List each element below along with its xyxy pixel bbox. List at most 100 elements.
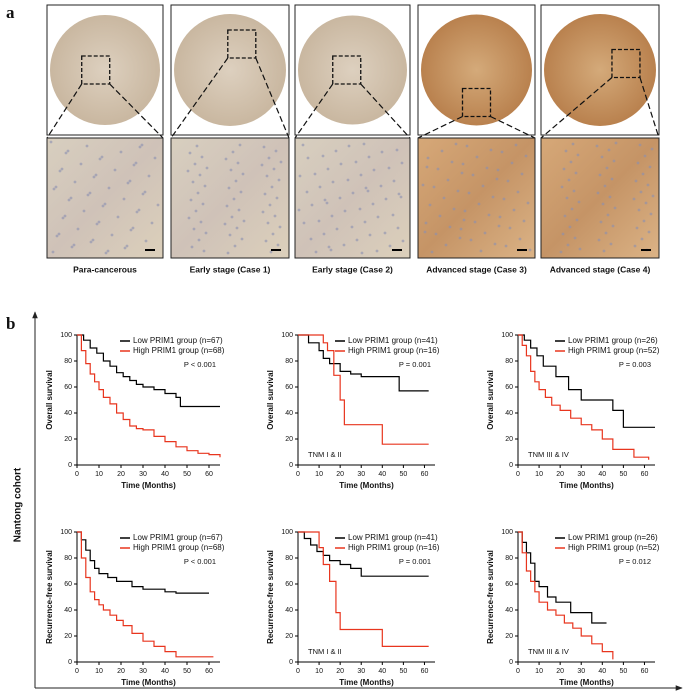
nucleus: [326, 167, 330, 171]
image-caption: Early stage (Case 1): [190, 264, 271, 274]
zoom-image: [46, 137, 164, 259]
nucleus: [55, 234, 59, 238]
legend-label: Low PRIM1 group (n=67): [133, 533, 223, 542]
nucleus: [273, 214, 277, 218]
p-value: P < 0.001: [184, 360, 216, 369]
nucleus: [366, 189, 370, 193]
nucleus: [388, 244, 392, 248]
survival-curve: [298, 334, 429, 392]
y-tick-label: 60: [285, 384, 293, 391]
zoom-box: [332, 55, 362, 85]
panel-label: b: [6, 314, 15, 333]
y-tick-label: 40: [505, 410, 513, 417]
y-tick-label: 20: [285, 436, 293, 443]
nucleus: [113, 168, 117, 172]
survival-curve: [518, 334, 650, 460]
nucleus: [508, 226, 512, 230]
nucleus: [569, 160, 573, 164]
legend-label: Low PRIM1 group (n=67): [133, 336, 223, 345]
x-tick-label: 60: [641, 471, 649, 478]
nucleus: [481, 184, 485, 188]
nucleus: [426, 156, 430, 160]
nucleus: [376, 215, 380, 219]
y-axis-label: Recurrence-free survival: [486, 550, 495, 644]
nucleus: [70, 245, 74, 249]
nucleus: [241, 172, 245, 176]
zoom-box: [81, 55, 111, 85]
zoom-image: [170, 137, 290, 259]
subgroup: TNM III & IV: [528, 450, 569, 459]
nucleus: [342, 243, 346, 247]
nucleus: [302, 221, 306, 225]
nucleus: [399, 195, 403, 199]
y-axis-label: Overall survival: [45, 370, 54, 430]
nucleus: [650, 147, 654, 151]
nucleus: [226, 251, 230, 255]
nucleus: [325, 201, 329, 205]
x-tick-label: 50: [183, 668, 191, 675]
x-tick-label: 40: [161, 668, 169, 675]
nucleus: [603, 184, 607, 188]
y-tick-label: 60: [64, 384, 72, 391]
nucleus: [512, 208, 516, 212]
nucleus: [156, 203, 160, 207]
nucleus: [86, 193, 90, 197]
nucleus: [267, 156, 271, 160]
y-tick-label: 40: [285, 410, 293, 417]
nucleus: [309, 237, 313, 241]
zoom-line: [490, 115, 536, 139]
nucleus: [460, 171, 464, 175]
nucleus: [641, 172, 645, 176]
nucleus: [331, 180, 335, 184]
nucleus: [611, 224, 615, 228]
y-tick-label: 60: [64, 581, 72, 588]
nucleus: [520, 172, 524, 176]
nucleus: [573, 236, 577, 240]
nucleus: [642, 219, 646, 223]
nucleus: [563, 214, 567, 218]
nucleus: [147, 174, 151, 178]
nucleus: [633, 244, 637, 248]
km-chart: 0 20 40 60 80 100 0 10 20 30 40 50 60 Time (Months) Ov…: [266, 332, 440, 490]
nucleus: [364, 186, 368, 190]
nucleus: [485, 166, 489, 170]
nucleus: [98, 157, 102, 161]
nucleus: [144, 239, 148, 243]
nucleus: [203, 184, 207, 188]
y-tick-label: 20: [505, 633, 513, 640]
nucleus: [204, 231, 208, 235]
nucleus: [89, 240, 93, 244]
x-tick-label: 0: [516, 471, 520, 478]
nucleus: [262, 145, 266, 149]
zoom-line: [540, 77, 613, 139]
nucleus: [317, 219, 321, 223]
nucleus: [186, 169, 190, 173]
y-tick-label: 100: [281, 332, 293, 339]
nucleus: [237, 208, 241, 212]
x-axis-label: Time (Months): [559, 481, 614, 490]
tma-core: [298, 15, 407, 125]
y-tick-label: 100: [281, 529, 293, 536]
nucleus: [225, 204, 229, 208]
survival-curve: [518, 531, 607, 624]
nucleus: [242, 219, 246, 223]
nucleus: [198, 173, 202, 177]
nucleus: [636, 161, 640, 165]
nucleus: [461, 162, 465, 166]
nucleus: [330, 214, 334, 218]
zoom-image: [540, 137, 660, 259]
cohort-label: Nantong cohort: [13, 467, 24, 542]
x-axis-label: Time (Months): [559, 678, 614, 687]
y-tick-label: 80: [505, 358, 513, 365]
nucleus: [504, 244, 508, 248]
nucleus: [428, 203, 432, 207]
nucleus: [329, 248, 333, 252]
y-tick-label: 0: [68, 462, 72, 469]
km-chart: 0 20 40 60 80 100 0 10 20 30 40 50 60 Time (Months) Re…: [266, 529, 440, 687]
nucleus: [648, 165, 652, 169]
legend-label: High PRIM1 group (n=68): [133, 543, 225, 552]
legend-label: Low PRIM1 group (n=41): [348, 336, 438, 345]
nucleus: [613, 206, 617, 210]
survival-curve: [77, 334, 220, 408]
x-tick-label: 20: [117, 668, 125, 675]
